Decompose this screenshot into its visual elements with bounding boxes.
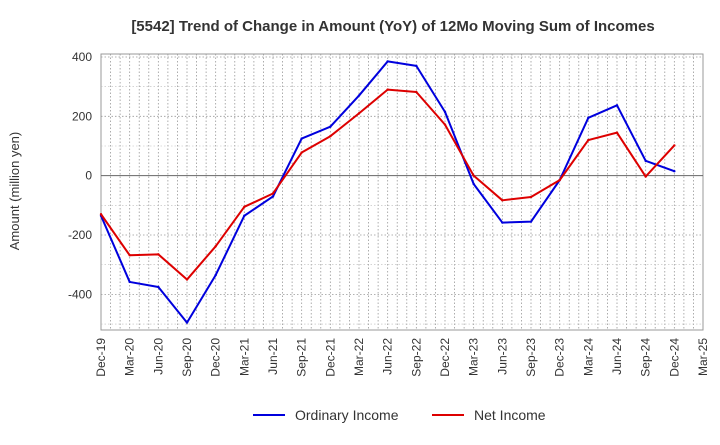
data-point (329, 135, 332, 138)
x-tick-label: Dec-20 (209, 338, 223, 377)
data-point (214, 273, 217, 277)
data-point (128, 280, 131, 284)
data-point (443, 110, 447, 114)
y-tick-label: -400 (68, 287, 92, 301)
data-point (644, 175, 647, 178)
x-tick-label: Sep-20 (180, 338, 194, 377)
data-point (644, 159, 647, 163)
data-point (615, 104, 619, 107)
data-point (501, 221, 504, 224)
data-point (443, 123, 447, 126)
data-point (300, 137, 303, 140)
x-tick-label: Sep-22 (409, 338, 423, 377)
x-tick-label: Dec-19 (94, 338, 108, 377)
data-point (157, 285, 160, 289)
data-point (558, 178, 561, 182)
data-point (615, 131, 619, 134)
data-point (157, 253, 160, 256)
data-point (673, 144, 676, 147)
data-point (587, 138, 590, 142)
x-tick-label: Mar-24 (581, 338, 595, 376)
data-point (329, 125, 332, 128)
x-tick-label: Mar-23 (467, 338, 481, 376)
data-point (357, 94, 361, 97)
x-tick-label: Dec-23 (553, 338, 567, 377)
x-tick-label: Jun-24 (610, 338, 624, 375)
x-tick-label: Jun-21 (266, 338, 280, 375)
data-point (243, 214, 246, 217)
data-point (386, 88, 389, 91)
data-point (99, 213, 103, 216)
data-point (529, 220, 533, 223)
data-point (300, 151, 303, 154)
data-point (214, 245, 217, 248)
data-point (271, 195, 275, 198)
legend: Ordinary Income Net Income (253, 407, 546, 423)
data-point (185, 278, 189, 281)
y-tick-label: 400 (72, 50, 92, 64)
x-tick-label: Jun-20 (151, 338, 165, 375)
data-point (415, 64, 418, 68)
chart-title: [5542] Trend of Change in Amount (YoY) o… (131, 18, 654, 35)
data-point (472, 182, 475, 186)
y-tick-label: 200 (72, 109, 92, 123)
x-tick-label: Mar-21 (237, 338, 251, 376)
x-tick-label: Jun-23 (495, 338, 509, 375)
x-tick-label: Mar-20 (123, 338, 137, 376)
x-tick-label: Sep-21 (295, 338, 309, 377)
data-point (587, 116, 590, 120)
legend-entry: Ordinary Income (295, 407, 399, 423)
x-tick-label: Dec-21 (323, 338, 337, 377)
x-tick-label: Dec-22 (438, 338, 452, 377)
data-point (415, 90, 418, 94)
data-point (271, 192, 275, 195)
legend-entry: Net Income (474, 407, 546, 423)
x-tick-label: Sep-24 (639, 338, 653, 377)
data-point (501, 199, 504, 202)
data-point (357, 112, 361, 115)
y-tick-label: -200 (68, 228, 92, 242)
plot-area (100, 53, 704, 331)
grid-layer (100, 53, 704, 331)
axis-layer: 400 200 0 -200 -400 Dec-19 Mar-20 Jun-20 Sep-20 D… (68, 50, 710, 377)
data-point (185, 321, 189, 324)
y-axis-label: Amount (million yen) (7, 132, 22, 251)
data-point (243, 205, 246, 209)
data-point (673, 170, 676, 173)
data-point (128, 254, 131, 257)
x-tick-label: Dec-24 (667, 338, 681, 377)
x-tick-label: Mar-22 (352, 338, 366, 376)
x-tick-label: Jun-22 (381, 338, 395, 375)
data-point (529, 195, 533, 199)
series-layer (99, 60, 676, 324)
y-tick-label: 0 (85, 169, 92, 183)
x-tick-label: Mar-25 (696, 338, 710, 376)
x-tick-label: Sep-23 (524, 338, 538, 377)
data-point (386, 60, 389, 63)
data-point (472, 174, 475, 177)
